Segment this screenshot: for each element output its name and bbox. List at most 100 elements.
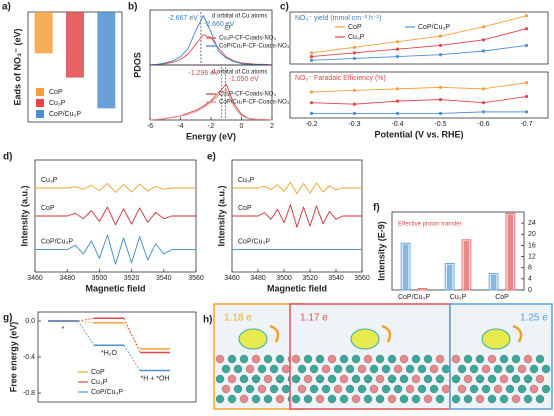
atom [458, 385, 466, 393]
point [525, 14, 528, 17]
atom [364, 375, 372, 383]
atom [524, 355, 532, 363]
atom [240, 395, 248, 403]
y2-tick-label: 0 [528, 287, 532, 294]
atom [252, 395, 260, 403]
bar [35, 12, 53, 53]
atom [298, 365, 306, 373]
legend-label: Cu₃P-CF-Coads-NO₃ [219, 92, 276, 98]
panel-label: c) [280, 2, 289, 13]
atom [412, 355, 420, 363]
panel-label: b) [128, 2, 137, 13]
curve-label: CoP [41, 205, 55, 212]
point [439, 112, 442, 115]
panel-label: d) [3, 152, 12, 163]
atom [222, 365, 230, 373]
point [353, 46, 356, 49]
atom [506, 385, 514, 393]
atom [352, 355, 360, 363]
legend-label: Cu₃P [348, 34, 365, 41]
charge-density [482, 329, 510, 349]
atom [304, 375, 312, 383]
point [353, 112, 356, 115]
y2-tick-label: 12 [528, 253, 536, 260]
x-tick-label: -0.5 [434, 121, 446, 128]
x-tick-label: 3460 [224, 275, 240, 282]
point [353, 89, 356, 92]
point [310, 59, 313, 62]
atom [352, 395, 360, 403]
legend-label: CoP [49, 89, 63, 96]
y2-tick-label: 16 [528, 242, 536, 249]
structure: 1.18 e [214, 304, 302, 409]
point [396, 112, 399, 115]
bar [97, 12, 115, 108]
atom [500, 355, 508, 363]
subtitle: d orbital of Cu atoms [212, 14, 267, 20]
line [312, 97, 527, 105]
atom [364, 395, 372, 403]
connector [124, 345, 140, 370]
atom [382, 385, 390, 393]
point [525, 95, 528, 98]
atom [376, 395, 384, 403]
atom [328, 395, 336, 403]
charge-label: 1.25 e [520, 313, 548, 324]
x-tick-label: 3520 [124, 275, 140, 282]
atom [436, 355, 444, 363]
atom [418, 385, 426, 393]
atom [382, 365, 390, 373]
atom [228, 355, 236, 363]
atom [488, 355, 496, 363]
point [310, 51, 313, 54]
atom [452, 375, 460, 383]
atom [400, 395, 408, 403]
y-axis-label: Intensity (E-9) [376, 221, 386, 281]
atom [316, 395, 324, 403]
atom [494, 365, 502, 373]
atom [340, 395, 348, 403]
atom [216, 395, 224, 403]
atom [500, 375, 508, 383]
curve-label: CoP [238, 205, 252, 212]
atom [430, 365, 438, 373]
y-axis-label: Eads of NO₃⁻ (eV) [12, 29, 22, 106]
atom [264, 355, 272, 363]
atom [442, 385, 450, 393]
atom [292, 355, 300, 363]
atom [346, 385, 354, 393]
atom [418, 365, 426, 373]
atom [322, 385, 330, 393]
atom [394, 365, 402, 373]
atom [304, 355, 312, 363]
atom [464, 395, 472, 403]
point [525, 81, 528, 84]
atom [328, 375, 336, 383]
curve-label: Cu₃P [41, 177, 58, 184]
point [482, 49, 485, 52]
point [353, 51, 356, 54]
point [525, 110, 528, 113]
bar-fill [403, 244, 409, 290]
connector [124, 318, 140, 352]
atom [412, 375, 420, 383]
annotation: -2.667 eV [167, 15, 198, 22]
atom [364, 355, 372, 363]
legend-label: Cu₃P [91, 379, 108, 386]
legend-swatch [36, 110, 44, 118]
atom [370, 365, 378, 373]
point [439, 53, 442, 56]
atom [542, 385, 550, 393]
y-axis-label: PDOS [132, 52, 142, 78]
panel-label: a) [2, 2, 11, 13]
atom [388, 395, 396, 403]
atom [298, 385, 306, 393]
legend-label: CoP/Cu₃P-CF-Cuads-NO₃ [219, 44, 290, 50]
atom [264, 375, 272, 383]
atom [316, 355, 324, 363]
atom [346, 365, 354, 373]
